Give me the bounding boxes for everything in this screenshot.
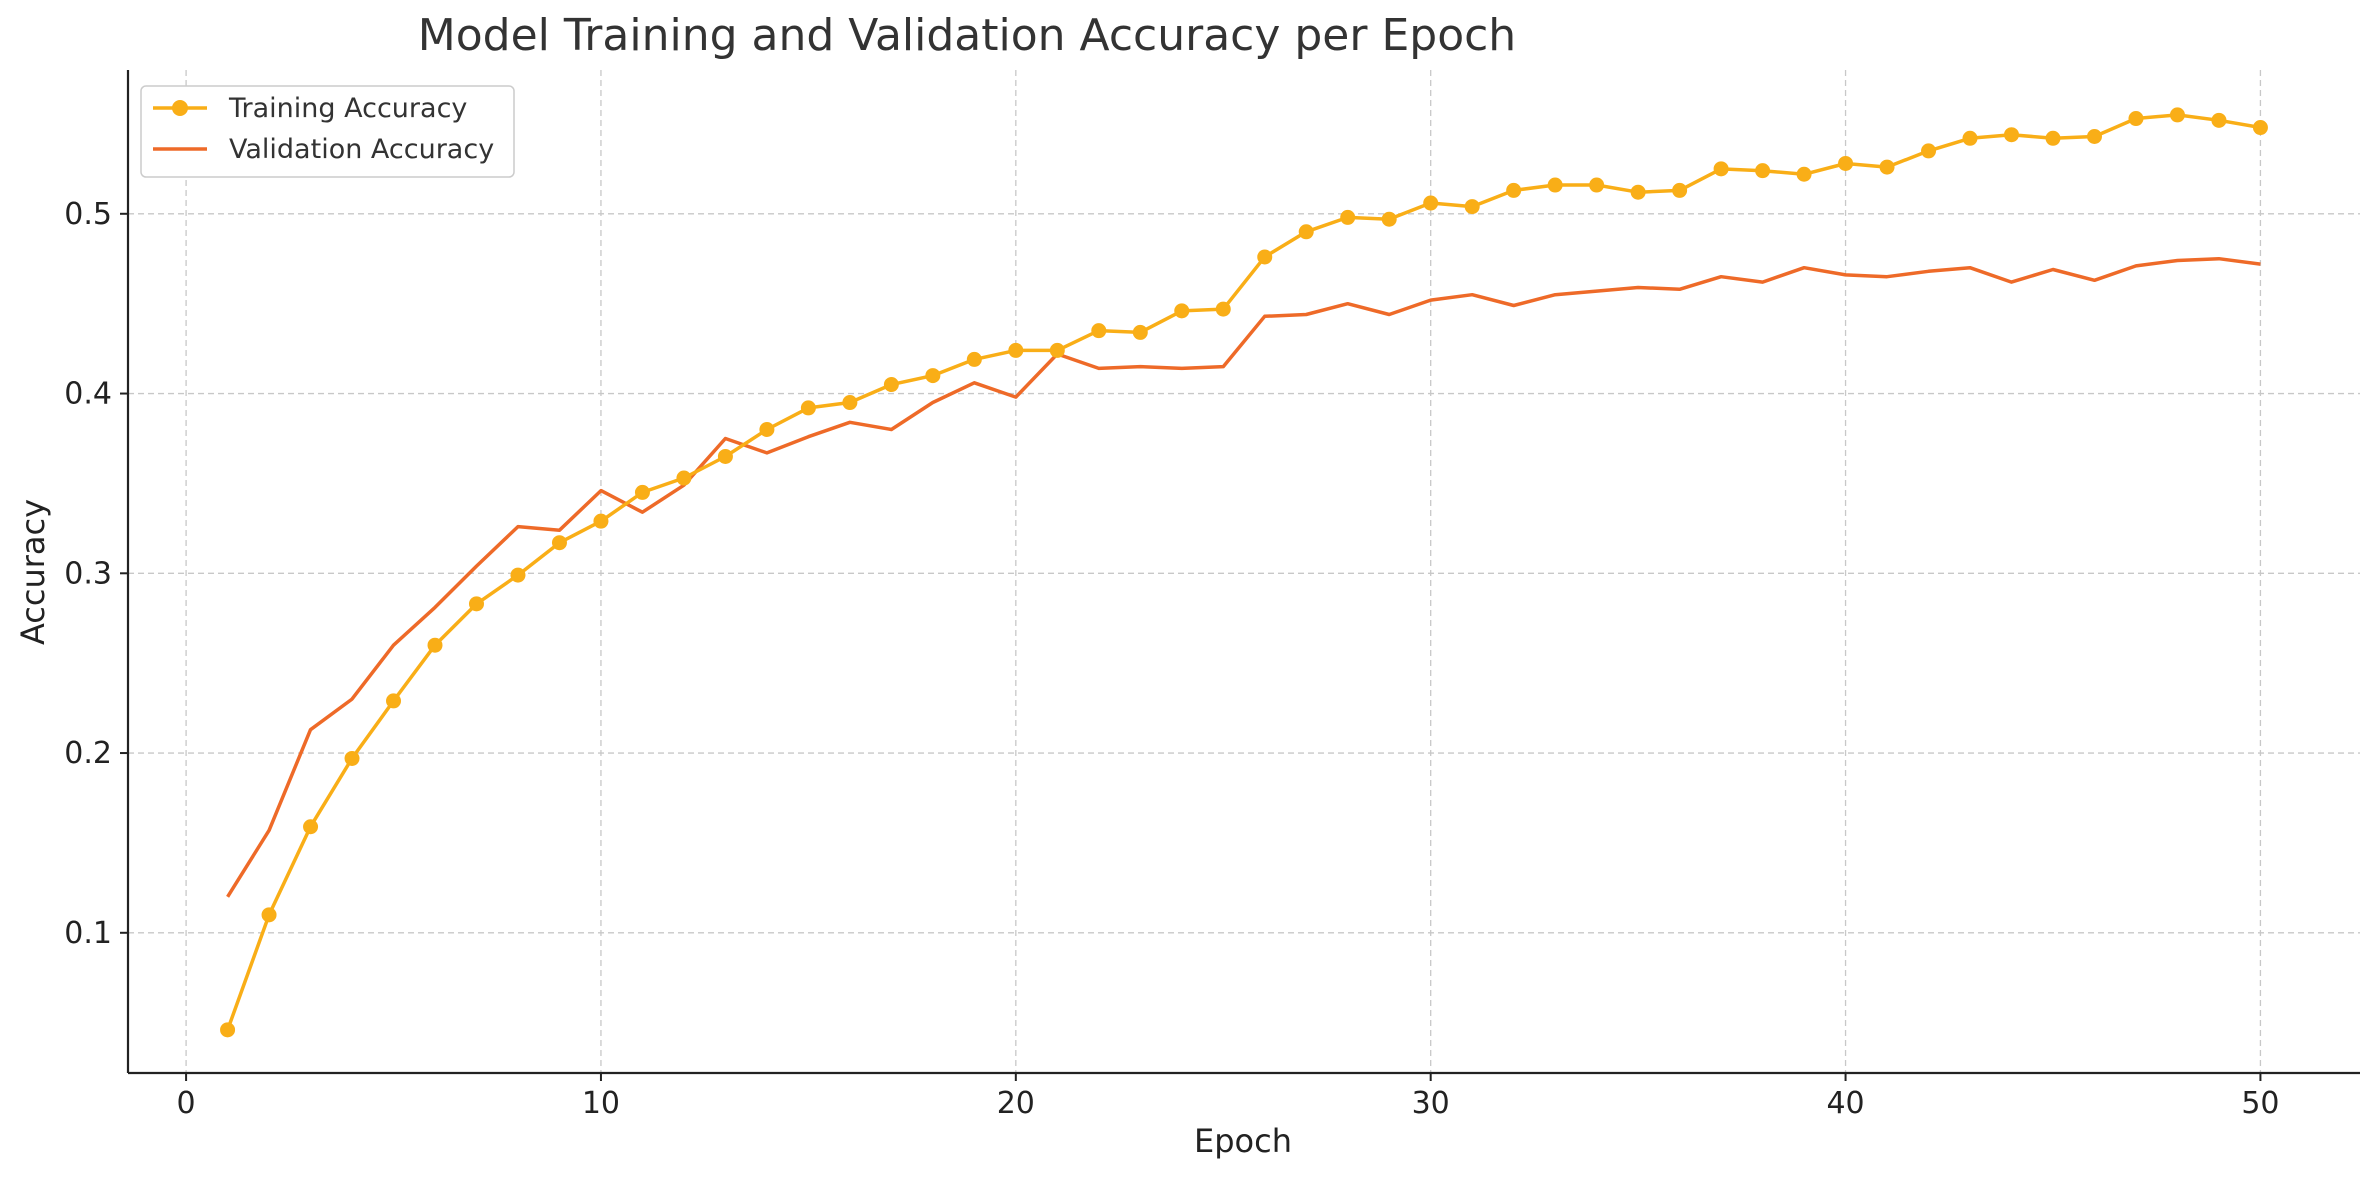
y-tick-label: 0.1 — [64, 916, 112, 951]
x-tick-label: 0 — [177, 1086, 196, 1121]
x-tick-label: 30 — [1412, 1086, 1450, 1121]
training-accuracy-point — [759, 421, 775, 437]
training-accuracy-point — [261, 907, 277, 923]
training-accuracy-point — [2045, 130, 2061, 146]
training-accuracy-point — [344, 750, 360, 766]
axes — [120, 70, 2360, 1081]
training-accuracy-point — [1672, 182, 1688, 198]
training-accuracy-point — [2086, 129, 2102, 145]
series-layer — [220, 107, 2268, 1038]
training-accuracy-point — [1423, 195, 1439, 211]
legend-box — [140, 85, 515, 178]
legend: Training Accuracy Validation Accuracy — [140, 85, 515, 178]
training-accuracy-point — [2169, 107, 2185, 123]
chart-title: Model Training and Validation Accuracy p… — [418, 10, 1516, 61]
training-accuracy-point — [1547, 177, 1563, 193]
training-accuracy-point — [1298, 224, 1314, 240]
training-accuracy-point — [1132, 324, 1148, 340]
training-accuracy-point — [468, 596, 484, 612]
training-accuracy-point — [1049, 342, 1065, 358]
training-accuracy-point — [1838, 155, 1854, 171]
training-accuracy-point — [883, 377, 899, 393]
training-accuracy-point — [1174, 303, 1190, 319]
training-accuracy-point — [1962, 130, 1978, 146]
training-accuracy-point — [386, 693, 402, 709]
training-accuracy-series — [220, 107, 2268, 1038]
training-accuracy-point — [1589, 177, 1605, 193]
training-accuracy-point — [1257, 249, 1273, 265]
training-accuracy-line — [225, 113, 2261, 1031]
training-accuracy-point — [427, 637, 443, 653]
y-tick-label: 0.3 — [64, 556, 112, 591]
training-accuracy-point — [220, 1022, 236, 1038]
training-accuracy-point — [1506, 182, 1522, 198]
grid — [128, 70, 2360, 1073]
training-accuracy-point — [551, 535, 567, 551]
training-accuracy-point — [925, 368, 941, 384]
training-accuracy-point — [1755, 163, 1771, 179]
training-accuracy-point — [593, 513, 609, 529]
y-axis-label: Accuracy — [14, 499, 52, 645]
training-accuracy-point — [510, 567, 526, 583]
training-accuracy-point — [2128, 111, 2144, 127]
y-tick-label: 0.5 — [64, 197, 112, 232]
y-tick-label: 0.4 — [64, 377, 112, 412]
x-tick-label: 40 — [1826, 1086, 1864, 1121]
training-accuracy-point — [717, 448, 733, 464]
training-accuracy-point — [966, 351, 982, 367]
training-accuracy-point — [1713, 161, 1729, 177]
training-accuracy-point — [800, 400, 816, 416]
validation-accuracy-series — [226, 256, 2261, 898]
legend-training-label: Training Accuracy — [228, 93, 467, 124]
training-accuracy-point — [1381, 211, 1397, 227]
training-accuracy-point — [1879, 159, 1895, 175]
training-accuracy-point — [634, 484, 650, 500]
training-accuracy-point — [1630, 184, 1646, 200]
validation-accuracy-line — [226, 256, 2261, 898]
x-tick-label: 20 — [997, 1086, 1035, 1121]
x-axis-label: Epoch — [1194, 1122, 1292, 1160]
training-accuracy-point — [1796, 166, 1812, 182]
legend-training-marker — [172, 100, 188, 116]
x-tick-label: 50 — [2241, 1086, 2279, 1121]
training-accuracy-point — [1008, 342, 1024, 358]
x-tick-label: 10 — [582, 1086, 620, 1121]
training-accuracy-point — [303, 819, 319, 835]
training-accuracy-point — [1091, 323, 1107, 339]
training-accuracy-point — [1340, 209, 1356, 225]
y-tick-label: 0.2 — [64, 736, 112, 771]
training-accuracy-point — [676, 470, 692, 486]
training-accuracy-point — [1921, 143, 1937, 159]
training-accuracy-point — [2211, 112, 2227, 128]
training-accuracy-point — [2252, 120, 2268, 136]
tick-labels: 0 10 20 30 40 50 0.1 0.2 0.3 0.4 0.5 — [64, 197, 2279, 1121]
training-accuracy-point — [842, 395, 858, 411]
training-accuracy-point — [1215, 301, 1231, 317]
training-accuracy-point — [1464, 199, 1480, 215]
legend-validation-label: Validation Accuracy — [229, 134, 494, 165]
training-accuracy-point — [2004, 127, 2020, 143]
